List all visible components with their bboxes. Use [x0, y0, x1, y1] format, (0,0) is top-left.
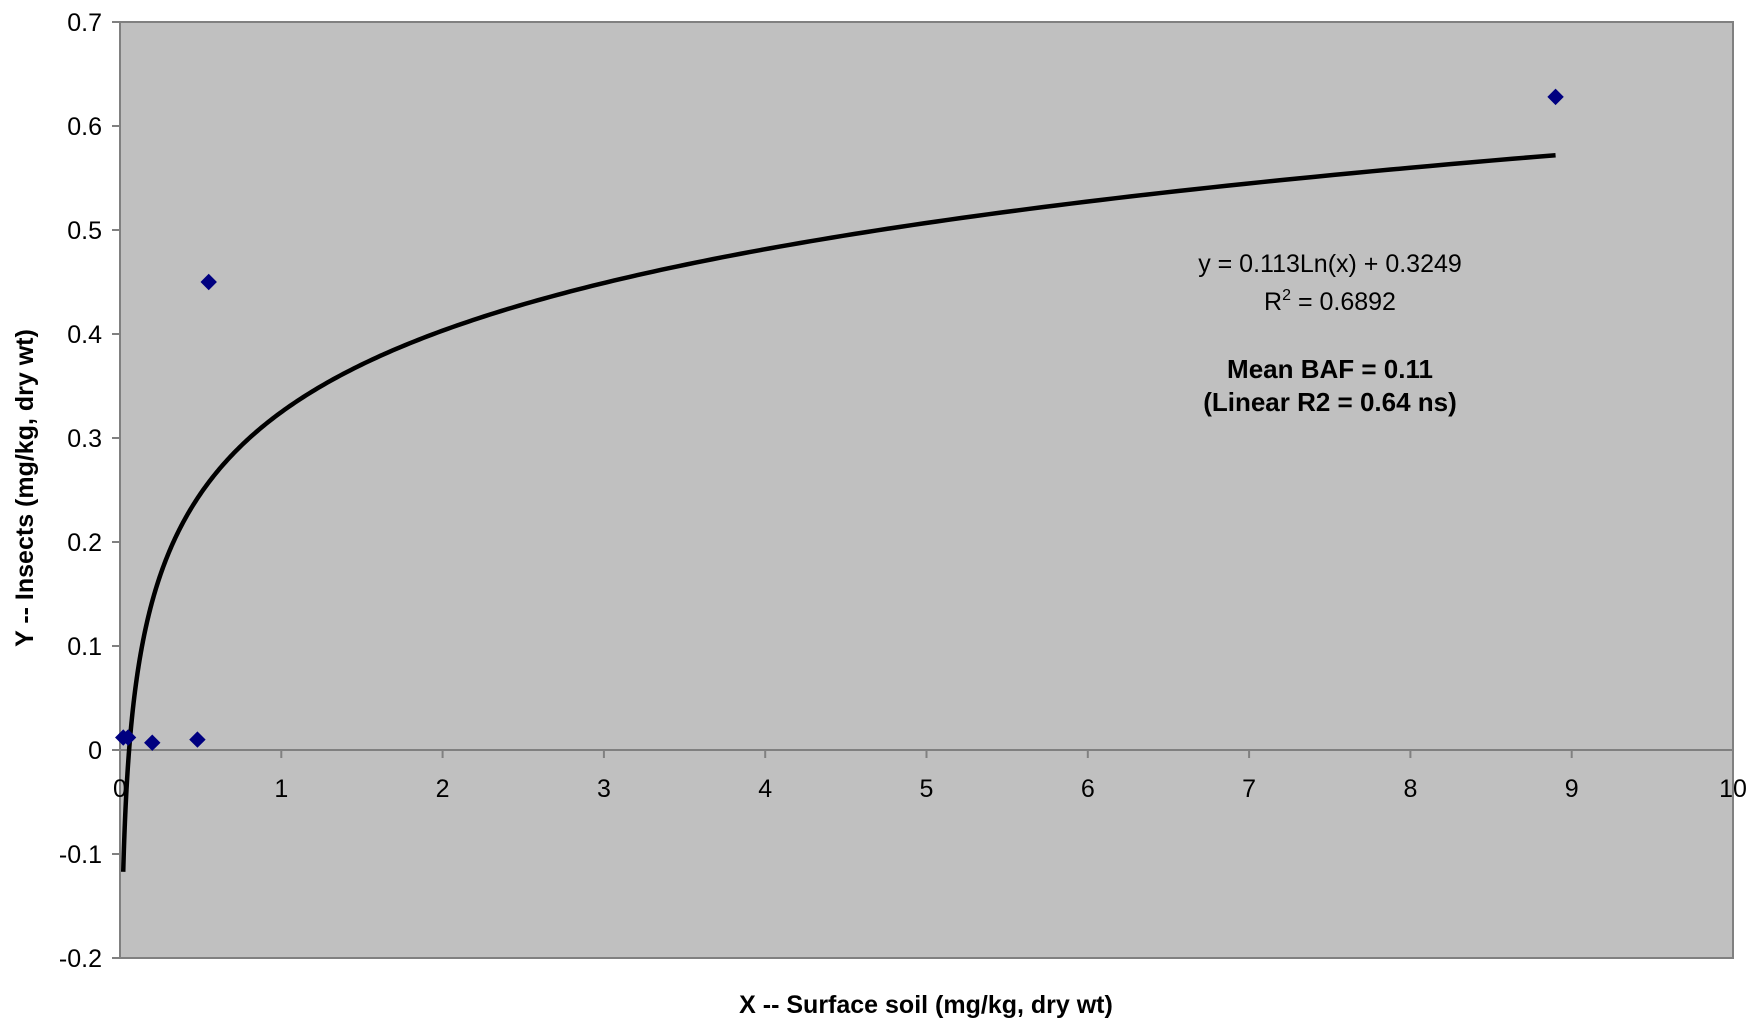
linear-r2-label: (Linear R2 = 0.64 ns) [1203, 387, 1457, 417]
trendline-equation: y = 0.113Ln(x) + 0.3249 [1198, 250, 1462, 278]
data-point [144, 734, 161, 751]
mean-baf-label: Mean BAF = 0.11 [1227, 354, 1433, 384]
plot-area [119, 21, 1734, 959]
log-trendline [120, 152, 1556, 872]
x-tick-label: 1 [274, 775, 288, 803]
x-tick-label: 7 [1242, 775, 1256, 803]
y-tick-label: 0 [88, 737, 102, 765]
x-tick-label: 0 [113, 775, 127, 803]
x-tick-label: 4 [758, 775, 772, 803]
y-tick-label: -0.2 [59, 945, 102, 973]
data-point [1547, 88, 1564, 106]
x-tick-label: 10 [1719, 775, 1747, 803]
x-tick-label: 2 [436, 775, 450, 803]
y-axis-ticks: -0.2 -0.1 0 0.1 0.2 0.3 0.4 0.5 0.6 0.7 [59, 9, 120, 973]
data-point [119, 729, 137, 746]
y-tick-label: 0.2 [67, 529, 102, 557]
x-tick-label: 6 [1081, 775, 1095, 803]
x-axis-ticks: 0 1 2 3 4 5 6 7 8 9 10 [113, 750, 1747, 803]
y-axis-title: Y -- Insects (mg/kg, dry wt) [11, 329, 39, 647]
y-tick-label: 0.6 [67, 113, 102, 141]
x-tick-label: 5 [920, 775, 934, 803]
y-tick-label: 0.7 [67, 9, 102, 37]
x-tick-label: 3 [597, 775, 611, 803]
y-tick-label: 0.3 [67, 425, 102, 453]
data-points [115, 88, 1564, 751]
annotation-block: y = 0.113Ln(x) + 0.3249 R2 = 0.6892 Mean… [1198, 250, 1462, 417]
r-squared-label: R2 = 0.6892 [1264, 287, 1396, 316]
x-tick-label: 8 [1403, 775, 1417, 803]
x-axis-title: X -- Surface soil (mg/kg, dry wt) [739, 991, 1113, 1019]
data-point [189, 731, 206, 748]
data-point [200, 273, 217, 291]
y-tick-label: -0.1 [59, 841, 102, 869]
x-tick-label: 9 [1565, 775, 1579, 803]
y-tick-label: 0.5 [67, 217, 102, 245]
y-tick-label: 0.4 [67, 321, 102, 349]
y-tick-label: 0.1 [67, 633, 102, 661]
